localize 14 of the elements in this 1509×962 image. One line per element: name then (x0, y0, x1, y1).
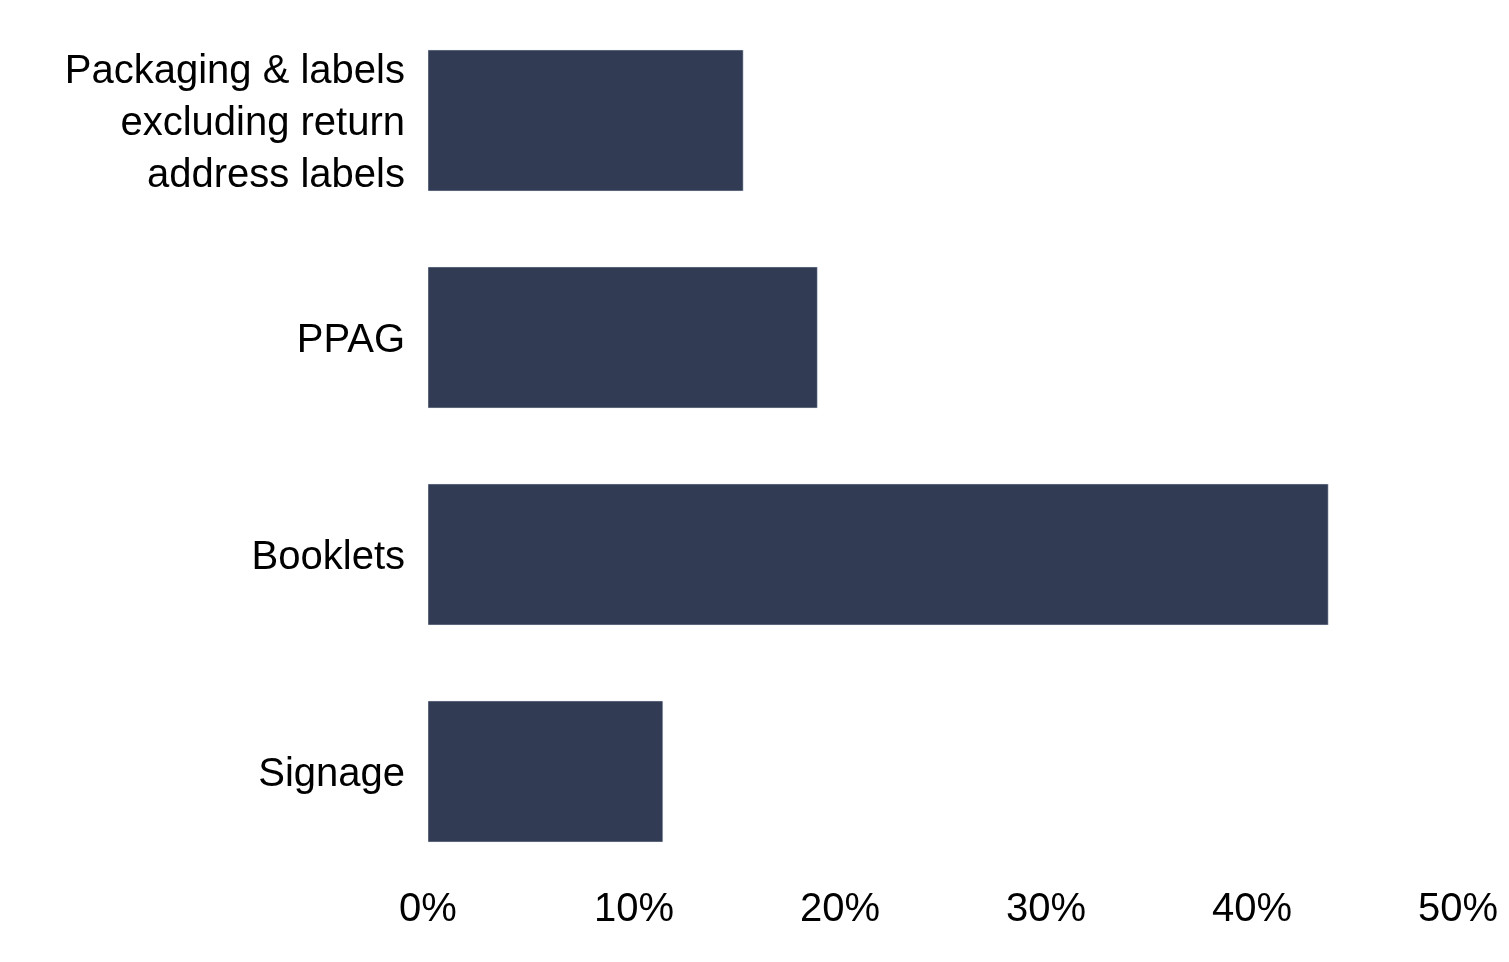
x-tick-label: 10% (593, 885, 675, 929)
y-tick-label: Signage (258, 749, 405, 794)
y-tick-label: Booklets (251, 532, 405, 577)
bar (428, 483, 1329, 626)
x-tick-label: 30% (1005, 885, 1087, 929)
y-tick-label: PPAG (296, 315, 405, 360)
bar (428, 266, 818, 409)
y-tick-label: Packaging & labels excluding return address labels (64, 46, 405, 195)
x-tick-label: 20% (799, 885, 881, 929)
x-tick-label: 50% (1417, 885, 1499, 929)
bar (428, 49, 744, 192)
bar (428, 700, 664, 843)
x-tick-label: 40% (1211, 885, 1293, 929)
x-tick-label: 0% (399, 885, 457, 929)
